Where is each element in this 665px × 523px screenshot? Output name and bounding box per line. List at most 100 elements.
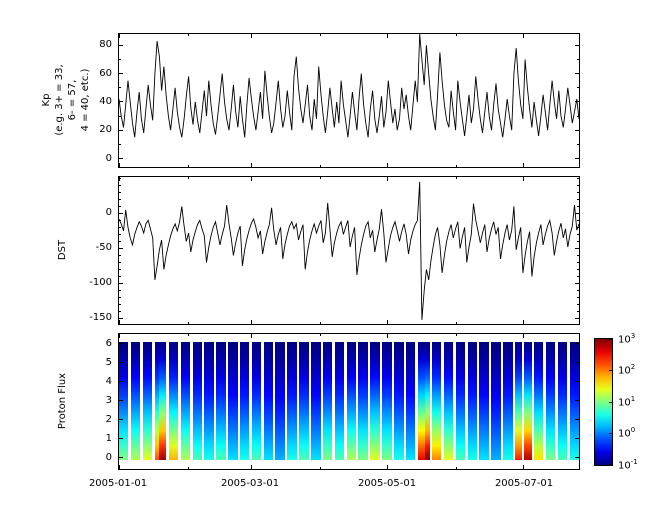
spectrogram-column	[431, 342, 442, 460]
y-tick-label: 6	[105, 337, 112, 349]
tick-mark	[119, 343, 123, 344]
spectrogram-column	[130, 342, 141, 460]
tick-mark	[609, 464, 612, 465]
tick-mark	[523, 320, 524, 324]
colorbar-label-base: 10	[618, 334, 631, 346]
tick-mark	[119, 129, 123, 131]
spectrogram-column	[424, 342, 430, 460]
spectrogram-column	[216, 342, 226, 460]
spectrogram-column	[204, 342, 214, 460]
tick-mark	[188, 322, 189, 324]
tick-mark	[119, 73, 123, 75]
tick-mark	[119, 419, 123, 421]
y-tick-label: 0	[105, 451, 112, 463]
tick-mark	[575, 362, 579, 364]
tick-mark	[523, 163, 524, 167]
tick-mark	[523, 465, 524, 469]
kp-axis-label-line1: Kp	[41, 93, 52, 107]
proton-flux-axis-label: Proton Flux	[57, 372, 68, 430]
tick-mark	[575, 317, 579, 319]
y-tick-label: 1	[105, 432, 112, 444]
tick-mark	[577, 143, 579, 145]
dst-panel	[118, 176, 580, 325]
tick-mark	[577, 254, 579, 256]
tick-mark	[119, 320, 120, 324]
tick-mark	[119, 334, 120, 338]
y-tick-label: 0	[105, 207, 112, 219]
tick-mark	[577, 275, 579, 277]
tick-mark	[575, 282, 579, 284]
tick-mark	[320, 177, 321, 179]
proton-flux-spectrogram	[119, 342, 579, 460]
tick-mark	[609, 401, 612, 403]
tick-mark	[577, 87, 579, 89]
tick-mark	[119, 457, 123, 459]
tick-mark	[609, 370, 612, 372]
spectrogram-column	[524, 342, 532, 460]
tick-mark	[456, 34, 457, 36]
tick-mark	[387, 334, 388, 338]
tick-mark	[119, 233, 121, 235]
tick-mark	[577, 177, 579, 179]
tick-mark	[119, 198, 121, 200]
tick-mark	[577, 58, 579, 60]
tick-mark	[575, 158, 579, 159]
tick-mark	[575, 400, 579, 402]
spectrogram-column	[557, 342, 568, 460]
tick-mark	[387, 320, 388, 324]
tick-mark	[577, 296, 579, 298]
tick-mark	[387, 465, 388, 469]
tick-mark	[523, 177, 524, 181]
tick-mark	[456, 177, 457, 179]
colorbar-tick-label: 10-1	[618, 458, 660, 472]
tick-mark	[575, 44, 579, 46]
spectrogram-column	[119, 342, 129, 460]
tick-mark	[119, 163, 120, 167]
spectrogram-column	[263, 342, 274, 460]
tick-mark	[320, 34, 321, 36]
tick-mark	[320, 334, 321, 336]
tick-mark	[188, 34, 189, 36]
spectrogram-column	[503, 342, 513, 460]
spectrogram-column	[533, 342, 544, 460]
tick-mark	[251, 163, 252, 167]
tick-mark	[320, 165, 321, 167]
tick-mark	[251, 334, 252, 338]
tick-mark	[577, 191, 579, 193]
tick-mark	[609, 339, 612, 340]
spectrogram-column	[154, 342, 160, 460]
y-tick-label: 0	[105, 152, 112, 164]
tick-mark	[119, 465, 120, 469]
spectrogram-column	[491, 342, 501, 460]
tick-mark	[119, 275, 121, 277]
y-tick-label: 5	[105, 356, 112, 368]
tick-mark	[577, 268, 579, 270]
spectrogram-column	[159, 342, 167, 460]
spectrogram-column	[142, 342, 153, 460]
proton-flux-panel	[118, 333, 580, 470]
tick-mark	[456, 467, 457, 469]
colorbar-label-base: 10	[618, 397, 631, 409]
spectrogram-column	[382, 342, 392, 460]
tick-mark	[577, 233, 579, 235]
y-tick-label: 80	[99, 39, 112, 51]
spectrogram-column	[358, 342, 368, 460]
tick-mark	[119, 143, 121, 145]
tick-mark	[119, 177, 121, 179]
tick-mark	[119, 289, 121, 291]
colorbar-tick-label: 102	[618, 363, 660, 377]
tick-mark	[119, 184, 121, 186]
dst-axis-label: DST	[57, 239, 68, 261]
kp-line	[119, 34, 579, 138]
spectrogram-column	[545, 342, 556, 460]
spectrogram-column	[443, 342, 454, 460]
spectrogram-column	[168, 342, 179, 460]
spectrogram-column	[228, 342, 238, 460]
tick-mark	[577, 198, 579, 200]
tick-mark	[119, 261, 121, 263]
spectrogram-column	[287, 342, 297, 460]
y-tick-label: 40	[99, 95, 112, 107]
spectrogram-column	[514, 342, 523, 460]
tick-mark	[320, 467, 321, 469]
tick-mark	[119, 205, 121, 207]
